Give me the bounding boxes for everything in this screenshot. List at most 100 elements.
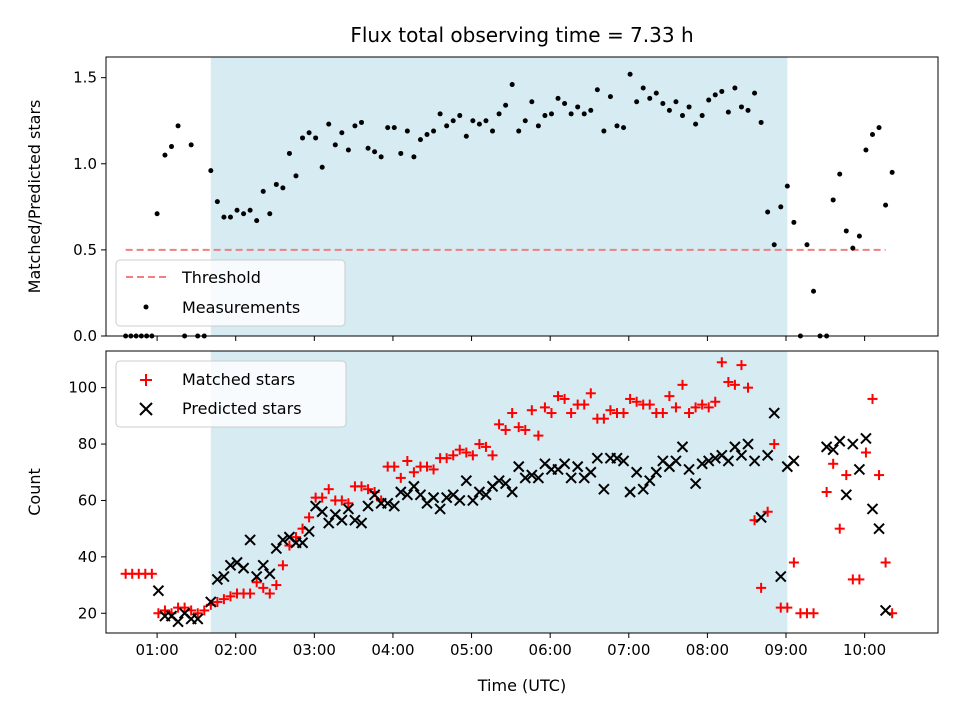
measurement-point xyxy=(614,123,620,129)
matched-stars-point xyxy=(258,582,269,593)
measurement-point xyxy=(483,118,489,124)
predicted-stars-point xyxy=(368,489,381,501)
measurement-point xyxy=(542,113,548,119)
predicted-stars-point xyxy=(611,452,623,464)
matched-stars-point xyxy=(677,379,688,390)
measurement-point xyxy=(883,202,889,208)
predicted-stars-point xyxy=(847,438,859,450)
matched-stars-point xyxy=(251,577,262,588)
measurement-point xyxy=(154,211,160,217)
measurement-point xyxy=(227,214,233,220)
measurement-point xyxy=(457,113,463,119)
predicted-stars-point xyxy=(362,500,374,512)
matched-stars-point xyxy=(454,444,465,455)
measurement-point xyxy=(490,128,496,134)
predicted-stars-point xyxy=(827,443,839,456)
matched-stars-point xyxy=(743,382,754,393)
predicted-stars-point xyxy=(218,570,230,583)
predicted-stars-point xyxy=(211,573,224,586)
predicted-stars-point xyxy=(742,438,754,450)
legend-predicted-label: Predicted stars xyxy=(182,399,302,418)
measurement-point xyxy=(267,211,273,217)
matched-stars-point xyxy=(245,588,256,599)
predicted-stars-point xyxy=(270,542,283,555)
measurement-point xyxy=(719,88,725,94)
measurement-point xyxy=(607,94,613,100)
matched-stars-point xyxy=(834,523,845,534)
measurement-point xyxy=(647,95,653,101)
matched-stars-point xyxy=(854,574,865,585)
measurement-point xyxy=(398,150,404,156)
predicted-stars-point xyxy=(820,441,833,453)
predicted-stars-point xyxy=(480,489,492,501)
measurement-point xyxy=(286,150,292,156)
x-tick-label: 07:00 xyxy=(607,641,650,659)
measurement-point xyxy=(640,85,646,91)
matched-stars-point xyxy=(808,608,819,619)
matched-stars-point xyxy=(441,453,452,464)
measurement-point xyxy=(680,113,686,119)
measurement-point xyxy=(745,107,751,113)
measurement-point xyxy=(725,109,731,115)
x-tick-label: 02:00 xyxy=(214,641,257,659)
measurement-point xyxy=(673,99,679,105)
predicted-stars-point xyxy=(460,475,473,487)
matched-stars-point xyxy=(703,402,714,413)
measurement-point xyxy=(529,99,535,105)
measurement-point xyxy=(431,128,437,134)
matched-stars-point xyxy=(697,399,708,410)
predicted-stars-point xyxy=(408,480,420,493)
measurement-point xyxy=(804,242,810,248)
x-tick-label: 05:00 xyxy=(450,641,493,659)
predicted-stars-point xyxy=(414,489,427,501)
matched-stars-point xyxy=(559,393,570,404)
matched-stars-point xyxy=(467,450,478,461)
predicted-stars-point xyxy=(355,517,368,529)
legend-measurements-swatch xyxy=(143,304,149,310)
predicted-stars-point xyxy=(670,455,682,467)
measurement-point xyxy=(162,152,168,158)
ratio-panel-frame xyxy=(105,56,939,337)
measurement-point xyxy=(313,135,319,141)
measurement-point xyxy=(404,128,410,134)
y-tick-label: 40 xyxy=(78,548,97,566)
predicted-stars-point xyxy=(761,449,774,462)
matched-stars-point xyxy=(618,408,629,419)
predicted-stars-point xyxy=(237,562,250,574)
predicted-stars-point xyxy=(683,463,695,476)
count-panel-legend: Matched stars Predicted stars xyxy=(115,360,347,428)
matched-stars-point xyxy=(199,605,210,616)
predicted-stars-point xyxy=(277,534,289,546)
predicted-stars-point xyxy=(768,407,780,419)
predicted-stars-point xyxy=(650,466,663,478)
predicted-stars-point xyxy=(493,475,505,487)
matched-stars-point xyxy=(736,360,747,371)
matched-stars-point xyxy=(644,399,655,410)
predicted-stars-point xyxy=(264,568,276,580)
predicted-stars-point xyxy=(630,466,643,478)
measurement-point xyxy=(738,104,744,110)
measurement-point xyxy=(771,242,777,248)
measurement-point xyxy=(234,207,240,213)
predicted-stars-point xyxy=(388,500,400,512)
predicted-stars-point xyxy=(467,494,479,507)
measurement-point xyxy=(778,204,784,210)
measurement-point xyxy=(365,145,371,151)
legend-matched-swatch xyxy=(140,374,152,386)
predicted-stars-point xyxy=(788,455,800,467)
measurement-point xyxy=(627,71,633,77)
chart-title: Flux total observing time = 7.33 h xyxy=(350,23,693,47)
measurement-point xyxy=(188,142,194,148)
measurement-point xyxy=(634,99,640,105)
measurement-point xyxy=(516,128,522,134)
measurement-point xyxy=(214,199,220,205)
measurement-point xyxy=(562,101,568,106)
measurement-point xyxy=(260,188,266,194)
matched-stars-point xyxy=(710,396,721,407)
matched-stars-point xyxy=(657,408,668,419)
measurement-point xyxy=(522,118,528,124)
measurement-point xyxy=(450,118,456,124)
x-tick-label: 01:00 xyxy=(135,641,178,659)
predicted-stars-point xyxy=(598,483,610,495)
